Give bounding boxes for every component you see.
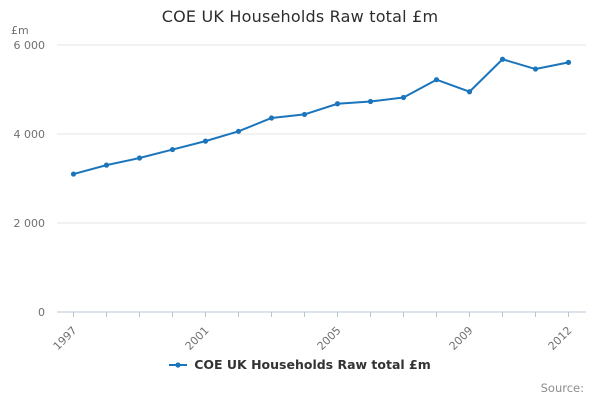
data-point	[235, 128, 242, 134]
data-point	[70, 171, 77, 177]
data-point	[103, 162, 110, 168]
data-point	[433, 77, 440, 83]
data-point	[565, 59, 572, 65]
y-tick-label: 6 000	[14, 39, 46, 52]
data-point	[400, 94, 407, 101]
data-point	[268, 115, 275, 121]
data-point	[367, 98, 374, 105]
legend-line-marker-icon	[169, 360, 188, 370]
x-tick-label: 2005	[315, 324, 344, 353]
line-chart-plot: 0 2 000 4 000 6 000 £m 1997 2001 2005 2009 2012	[11, 24, 586, 353]
y-tick-label: 0	[38, 306, 45, 319]
source-label: Source:	[540, 381, 584, 395]
x-tick-label: 2009	[447, 324, 476, 353]
y-tick-label: 4 000	[14, 128, 46, 141]
x-tick-label: 2012	[546, 324, 575, 353]
chart-legend: COE UK Households Raw total £m	[0, 357, 600, 372]
data-point	[136, 155, 143, 161]
data-point	[499, 56, 506, 62]
data-point	[202, 138, 209, 144]
data-point	[334, 101, 341, 107]
y-tick-label: 2 000	[14, 217, 46, 230]
data-point	[169, 146, 176, 153]
chart-title: COE UK Households Raw total £m	[161, 7, 439, 26]
x-tick-label: 1997	[51, 324, 80, 353]
y-axis-unit-label: £m	[11, 24, 29, 37]
x-tick-label: 2001	[183, 324, 212, 353]
data-point	[532, 66, 539, 72]
data-line	[72, 58, 570, 176]
data-point	[301, 111, 308, 118]
data-point	[466, 89, 473, 95]
legend-label: COE UK Households Raw total £m	[194, 357, 431, 372]
